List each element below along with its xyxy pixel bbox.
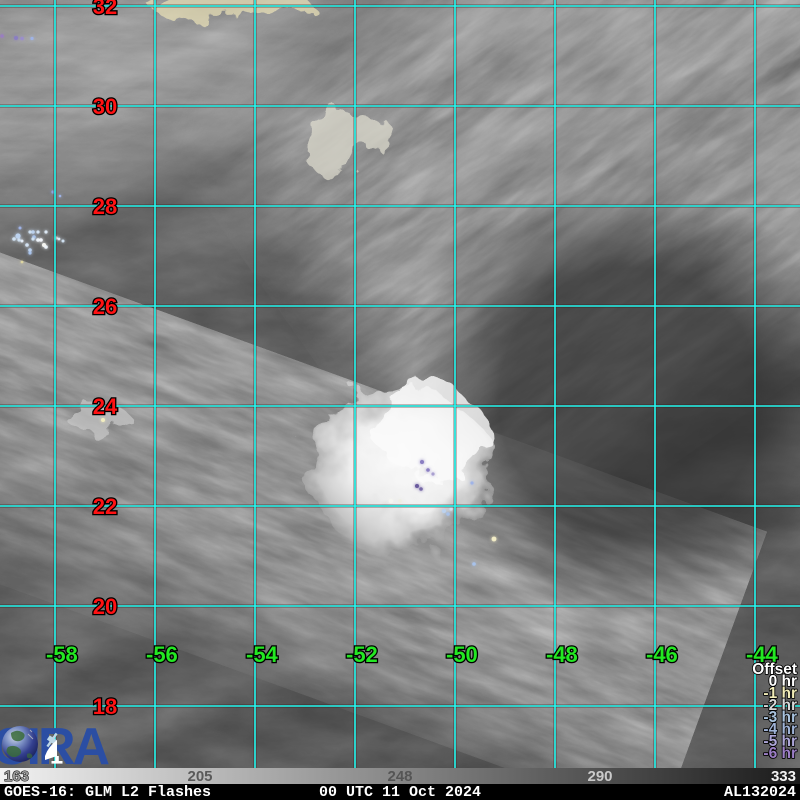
svg-text:-54: -54 [246, 642, 279, 667]
svg-text:-58: -58 [46, 642, 78, 667]
svg-text:-50: -50 [446, 642, 478, 667]
svg-text:18: 18 [93, 694, 117, 719]
svg-text:290: 290 [587, 768, 612, 785]
svg-text:20: 20 [93, 594, 117, 619]
svg-text:24: 24 [93, 394, 118, 419]
svg-text:205: 205 [187, 768, 212, 785]
svg-text:AL132024: AL132024 [724, 784, 796, 800]
svg-text:-52: -52 [346, 642, 378, 667]
svg-text:-46: -46 [646, 642, 678, 667]
svg-text:-48: -48 [546, 642, 578, 667]
svg-text:00 UTC 11 Oct 2024: 00 UTC 11 Oct 2024 [319, 784, 481, 800]
svg-text:28: 28 [93, 194, 117, 219]
svg-text:30: 30 [93, 94, 117, 119]
svg-text:32: 32 [93, 0, 117, 19]
svg-text:-6 hr: -6 hr [763, 745, 797, 762]
svg-text:248: 248 [387, 768, 412, 785]
svg-text:22: 22 [93, 494, 117, 519]
svg-text:26: 26 [93, 294, 117, 319]
svg-text:333: 333 [771, 768, 796, 785]
svg-text:-56: -56 [146, 642, 178, 667]
svg-text:GOES-16: GLM L2 Flashes: GOES-16: GLM L2 Flashes [4, 784, 211, 800]
